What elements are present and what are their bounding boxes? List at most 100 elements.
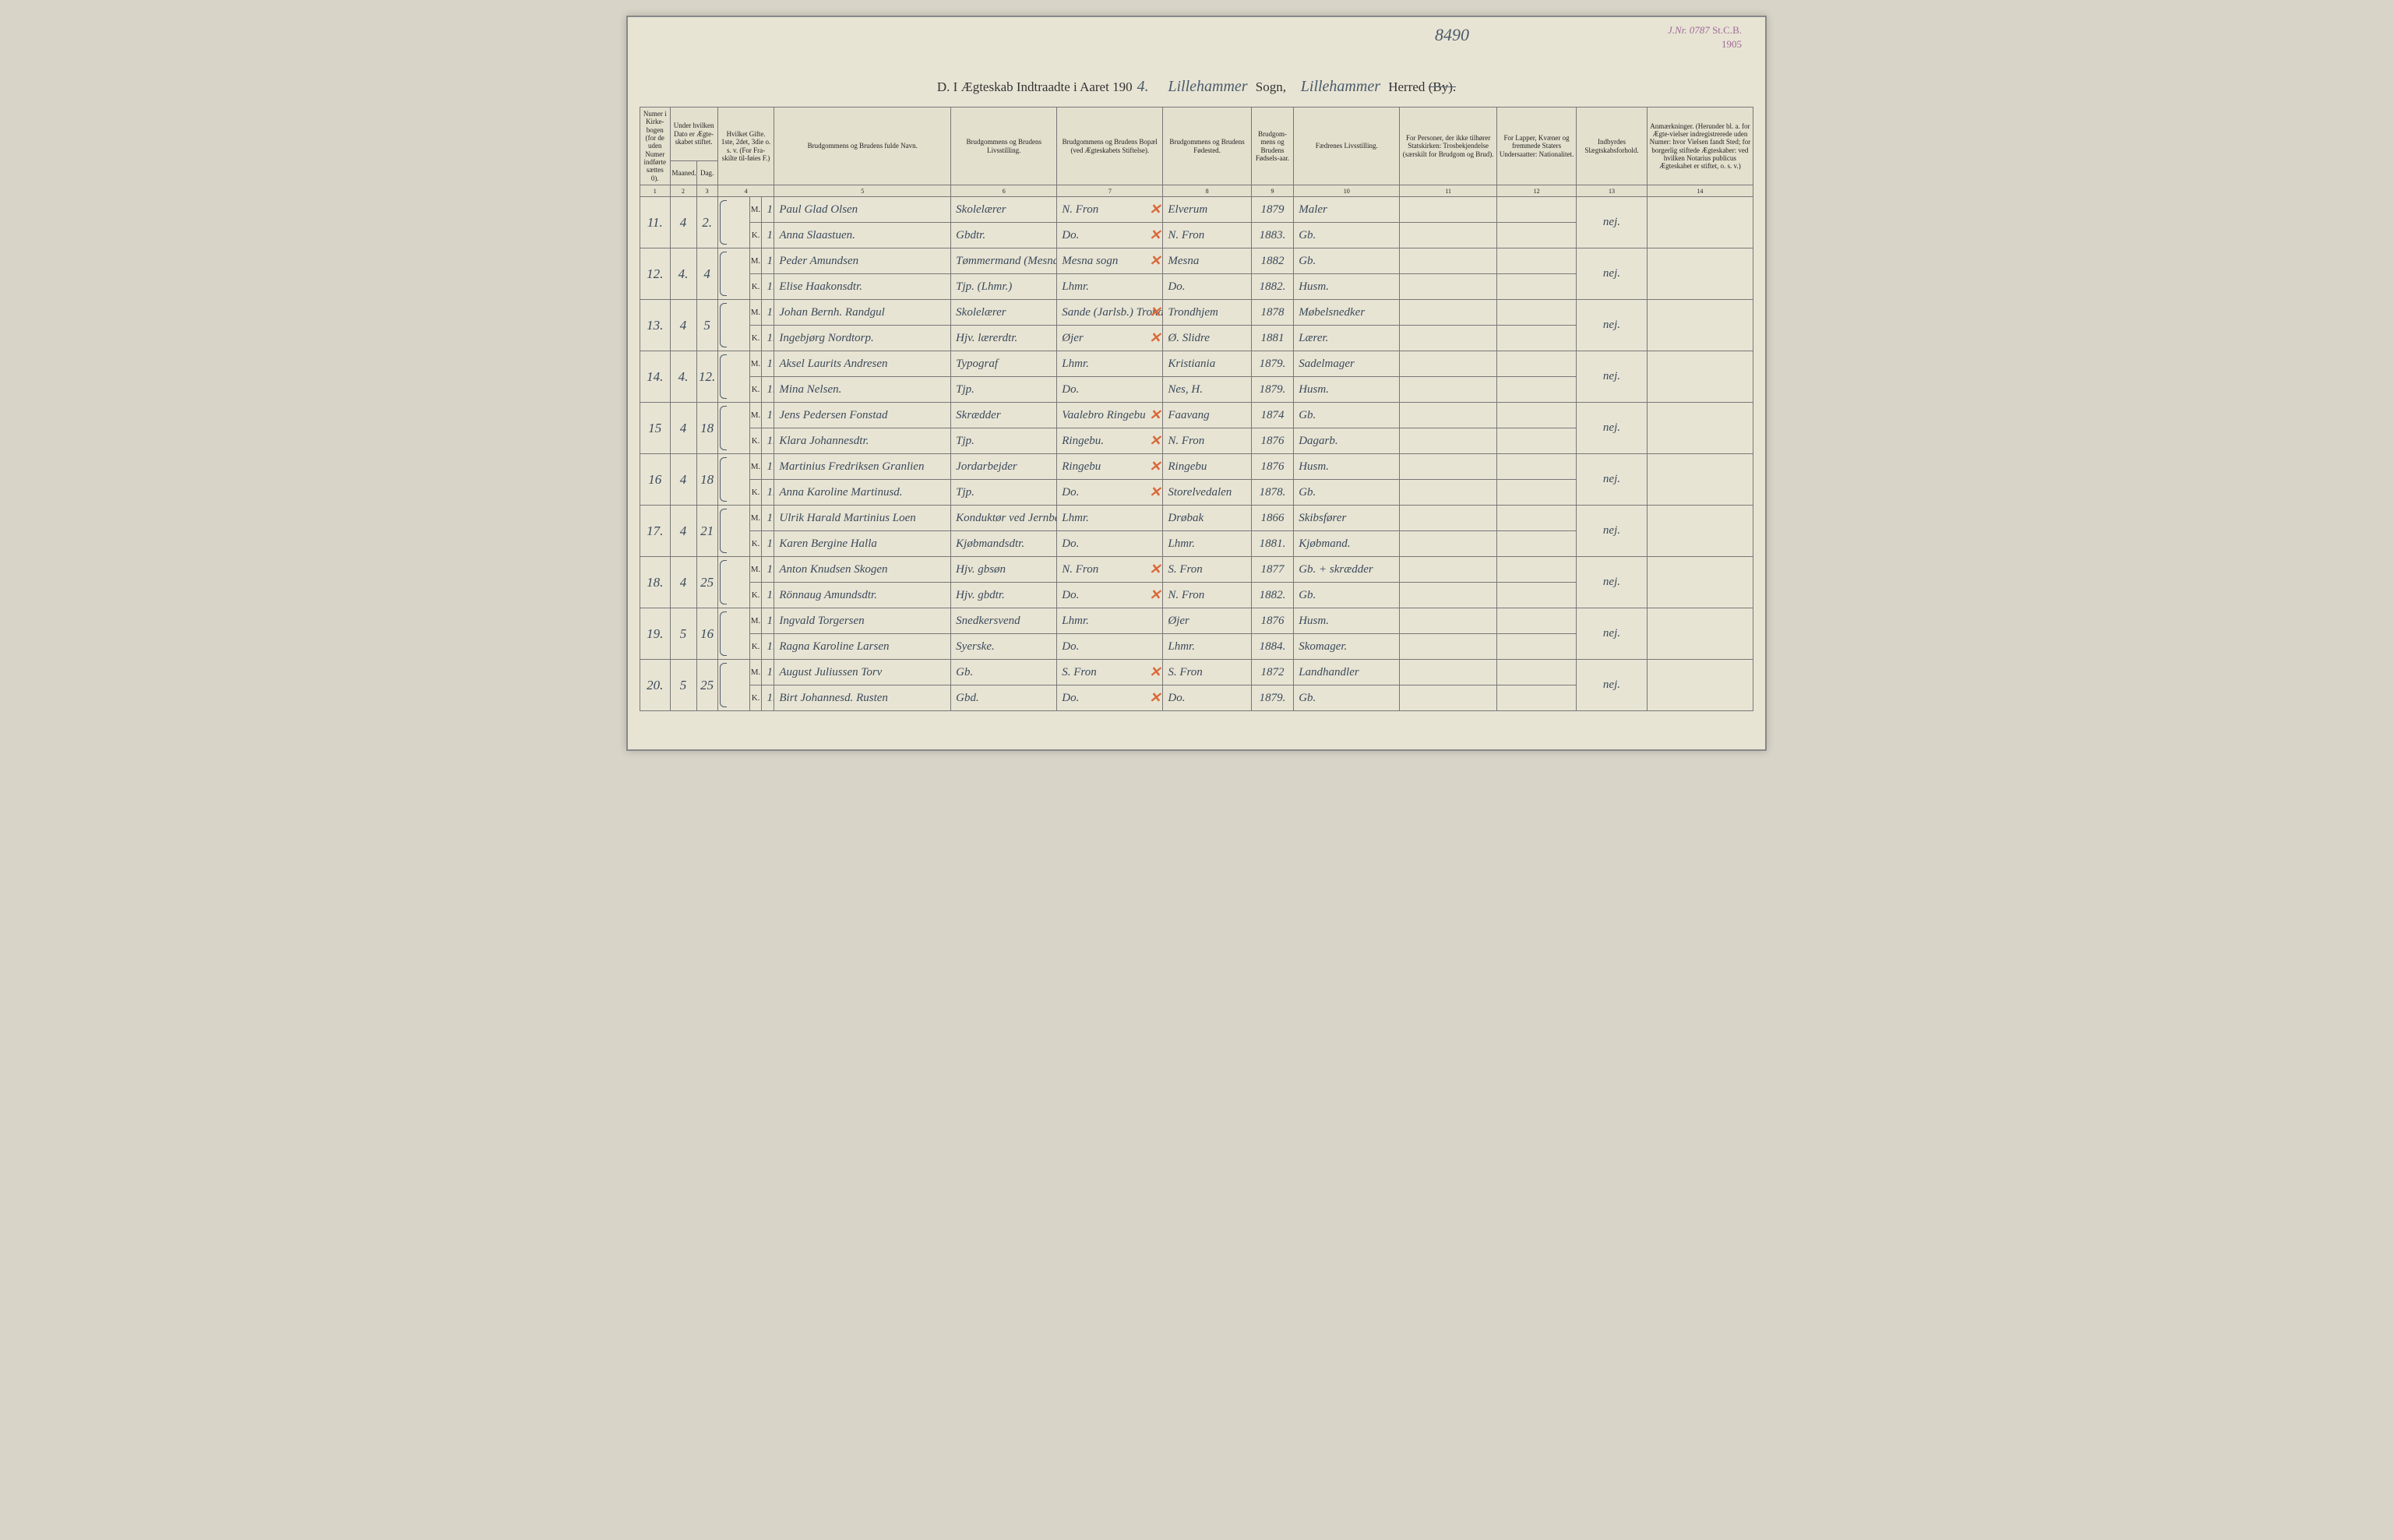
entry-month: 4 bbox=[670, 557, 696, 608]
name-k: Anna Slaastuen. bbox=[774, 223, 951, 248]
entry-number: 12. bbox=[640, 248, 671, 300]
name-m: Paul Glad Olsen bbox=[774, 197, 951, 223]
gifte-k: 1. bbox=[762, 685, 774, 711]
entry-month: 4. bbox=[670, 248, 696, 300]
aar-m: 1878 bbox=[1251, 300, 1293, 326]
entry-day: 12. bbox=[696, 351, 717, 403]
table-header: Numer i Kirke-bogen (for de uden Numer i… bbox=[640, 107, 1753, 197]
entry-number: 16 bbox=[640, 454, 671, 506]
livs-m: Skolelærer bbox=[951, 197, 1057, 223]
aar-k: 1884. bbox=[1251, 634, 1293, 660]
table-row: 20.525M.1August Juliussen TorvGb.S. Fron… bbox=[640, 660, 1753, 685]
hdr-6: Brudgommens og Brudens Bopæl (ved Ægtesk… bbox=[1057, 107, 1163, 185]
name-k: Mina Nelsen. bbox=[774, 377, 951, 403]
anm bbox=[1647, 608, 1753, 660]
aar-k: 1879. bbox=[1251, 377, 1293, 403]
top-handwritten-number: 8490 bbox=[1435, 25, 1469, 45]
livs-m: Snedkersvend bbox=[951, 608, 1057, 634]
gifte-k: 1. bbox=[762, 583, 774, 608]
mk-m: M. bbox=[749, 506, 762, 531]
tros-m bbox=[1400, 557, 1497, 583]
mk-k: K. bbox=[749, 274, 762, 300]
nat-k bbox=[1497, 634, 1577, 660]
gifte-m: 1 bbox=[762, 608, 774, 634]
tros-k bbox=[1400, 274, 1497, 300]
bopal-k: Øjer bbox=[1057, 326, 1163, 351]
mk-k: K. bbox=[749, 223, 762, 248]
bracket bbox=[717, 248, 749, 300]
bopal-m: Lhmr. bbox=[1057, 351, 1163, 377]
fadr-k: Kjøbmand. bbox=[1294, 531, 1400, 557]
entry-number: 14. bbox=[640, 351, 671, 403]
name-k: Ingebjørg Nordtorp. bbox=[774, 326, 951, 351]
bracket bbox=[717, 300, 749, 351]
title-herred-value: Lillehammer bbox=[1296, 78, 1385, 95]
tros-k bbox=[1400, 634, 1497, 660]
name-k: Ragna Karoline Larsen bbox=[774, 634, 951, 660]
mk-k: K. bbox=[749, 428, 762, 454]
anm bbox=[1647, 403, 1753, 454]
gifte-m: 1 bbox=[762, 557, 774, 583]
gifte-m: 1 bbox=[762, 660, 774, 685]
fadr-k: Gb. bbox=[1294, 480, 1400, 506]
fadr-k: Gb. bbox=[1294, 223, 1400, 248]
fadr-m: Sadelmager bbox=[1294, 351, 1400, 377]
gifte-k: 1. bbox=[762, 428, 774, 454]
bracket bbox=[717, 660, 749, 711]
bracket bbox=[717, 506, 749, 557]
livs-m: Tømmermand (Mesna sogn) bbox=[951, 248, 1057, 274]
fodested-k: N. Fron bbox=[1163, 223, 1251, 248]
entry-number: 18. bbox=[640, 557, 671, 608]
fadr-m: Skibsfører bbox=[1294, 506, 1400, 531]
colnum: 14 bbox=[1647, 185, 1753, 197]
fadr-k: Dagarb. bbox=[1294, 428, 1400, 454]
tros-k bbox=[1400, 480, 1497, 506]
nat-k bbox=[1497, 274, 1577, 300]
aar-k: 1883. bbox=[1251, 223, 1293, 248]
tros-m bbox=[1400, 403, 1497, 428]
gifte-m: 1 bbox=[762, 351, 774, 377]
aar-k: 1882. bbox=[1251, 274, 1293, 300]
entry-day: 5 bbox=[696, 300, 717, 351]
mk-m: M. bbox=[749, 454, 762, 480]
gifte-k: 1. bbox=[762, 480, 774, 506]
title-herred-label: Herred (By). bbox=[1388, 79, 1456, 94]
fadr-m: Husm. bbox=[1294, 454, 1400, 480]
table-body: 11.42.M.1Paul Glad OlsenSkolelærerN. Fro… bbox=[640, 197, 1753, 711]
fadr-m: Gb. bbox=[1294, 248, 1400, 274]
bopal-m: S. Fron bbox=[1057, 660, 1163, 685]
gifte-m: 1 bbox=[762, 248, 774, 274]
bopal-m: N. Fron bbox=[1057, 557, 1163, 583]
anm bbox=[1647, 300, 1753, 351]
livs-k: Tjp. bbox=[951, 428, 1057, 454]
aar-k: 1881 bbox=[1251, 326, 1293, 351]
colnum: 8 bbox=[1163, 185, 1251, 197]
hdr-2a: Maaned. bbox=[670, 160, 696, 185]
fadr-m: Gb. + skrædder bbox=[1294, 557, 1400, 583]
colnum: 13 bbox=[1577, 185, 1648, 197]
livs-m: Jordarbejder bbox=[951, 454, 1057, 480]
name-m: Ulrik Harald Martinius Loen bbox=[774, 506, 951, 531]
hdr-12: Indbyrdes Slægtskabsforhold. bbox=[1577, 107, 1648, 185]
fadr-m: Maler bbox=[1294, 197, 1400, 223]
bopal-k: Do. bbox=[1057, 685, 1163, 711]
aar-k: 1882. bbox=[1251, 583, 1293, 608]
aar-k: 1876 bbox=[1251, 428, 1293, 454]
table-row: 14.4.12.M.1Aksel Laurits AndresenTypogra… bbox=[640, 351, 1753, 377]
bopal-m: Lhmr. bbox=[1057, 506, 1163, 531]
fadr-k: Skomager. bbox=[1294, 634, 1400, 660]
hdr-7: Brudgommens og Brudens Fødested. bbox=[1163, 107, 1251, 185]
fodested-k: Nes, H. bbox=[1163, 377, 1251, 403]
tros-m bbox=[1400, 248, 1497, 274]
livs-k: Syerske. bbox=[951, 634, 1057, 660]
mk-m: M. bbox=[749, 660, 762, 685]
livs-k: Tjp. (Lhmr.) bbox=[951, 274, 1057, 300]
slegt: nej. bbox=[1577, 300, 1648, 351]
colnum: 4 bbox=[717, 185, 774, 197]
name-k: Karen Bergine Halla bbox=[774, 531, 951, 557]
entry-day: 21 bbox=[696, 506, 717, 557]
bopal-m: Ringebu bbox=[1057, 454, 1163, 480]
bracket bbox=[717, 557, 749, 608]
livs-k: Gbdtr. bbox=[951, 223, 1057, 248]
tros-m bbox=[1400, 197, 1497, 223]
